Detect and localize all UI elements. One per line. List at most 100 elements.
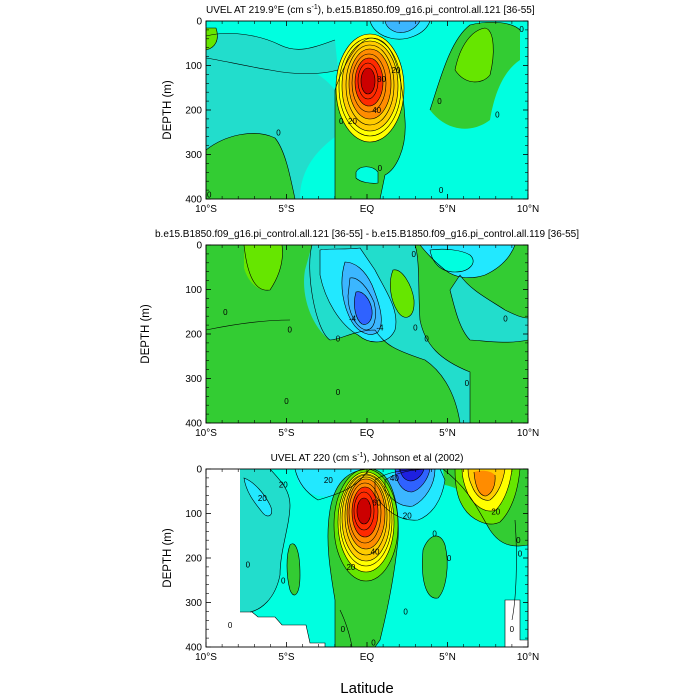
contour-label: 0 <box>516 536 521 545</box>
panel-3-field: 20 20 20 40 60 20 40 20 0 0 0 0 20 0 0 0 0 0 0 0 <box>206 469 528 648</box>
y-tick-label: 300 <box>185 374 202 385</box>
contour-label: 20 <box>279 481 288 490</box>
field-blue-diff <box>354 291 373 325</box>
contour-label: 0 <box>432 530 437 539</box>
panel-3: UVEL AT 220 (cm s-1), Johnson et al (200… <box>162 452 539 663</box>
y-tick-label: 400 <box>185 195 202 206</box>
contour-label: 0 <box>341 625 346 634</box>
x-axis-label: Latitude <box>340 680 393 697</box>
panel-2-title: b.e15.B1850.f09_g16.pi_control.all.121 [… <box>155 229 579 240</box>
contour-label: 0 <box>447 554 452 563</box>
field-green-west <box>287 543 300 595</box>
x-tick-label: 5°S <box>278 204 295 215</box>
field-orange-ne <box>474 470 496 496</box>
contour-label: 0 <box>503 314 508 323</box>
y-tick-label: 200 <box>185 330 202 341</box>
panel-1-ylabel: DEPTH (m) <box>162 80 174 140</box>
obs-core <box>357 498 371 524</box>
field-teal-east <box>450 245 528 343</box>
panel-2-ylabel: DEPTH (m) <box>140 304 152 364</box>
panel-3-title: UVEL AT 220 (cm s-1), Johnson et al (200… <box>271 452 464 464</box>
contour-label: -4 <box>376 323 384 332</box>
x-tick-label: 10°N <box>517 204 539 215</box>
jet-core <box>361 68 375 94</box>
contour-label: 0 <box>228 621 233 630</box>
x-tick-label: EQ <box>360 428 375 439</box>
contour-label: 0 <box>336 334 341 343</box>
contour-label: 0 <box>403 607 408 616</box>
x-tick-label: 10°S <box>195 652 217 663</box>
contour-label: 60 <box>372 498 381 507</box>
contour-label: 0 <box>287 326 292 335</box>
field-cyan-pocket <box>356 166 378 184</box>
contour-label: 20 <box>258 494 267 503</box>
panel-2-axes: 10°S 5°S EQ 5°N 10°N 0 100 200 300 400 <box>185 241 539 440</box>
field-lime-mid <box>390 269 415 318</box>
contour-label: 20 <box>491 507 500 516</box>
field-lime-ne <box>455 28 494 82</box>
y-tick-label: 200 <box>185 106 202 117</box>
x-tick-label: 5°S <box>278 428 295 439</box>
contour-label: 0 <box>223 308 228 317</box>
y-tick-label: 0 <box>196 17 202 28</box>
contour-label: 0 <box>339 117 344 126</box>
contour-label: 0 <box>336 388 341 397</box>
y-tick-label: 100 <box>185 509 202 520</box>
y-tick-label: 100 <box>185 61 202 72</box>
field-aqua-west <box>244 478 272 516</box>
x-tick-label: 10°S <box>195 204 217 215</box>
panel-1-title: UVEL AT 219.9°E (cm s-1), b.e15.B1850.f0… <box>206 4 535 16</box>
contour-label: 0 <box>378 164 383 173</box>
x-tick-label: 10°N <box>517 428 539 439</box>
contour-label: 0 <box>411 250 416 259</box>
panel-1-contour-labels: 0 0 20 80 20 40 0 0 0 0 0 0 <box>207 25 524 200</box>
x-tick-label: 10°N <box>517 652 539 663</box>
panel-2-contour-lines <box>206 245 528 423</box>
contour-label: 0 <box>246 561 251 570</box>
contour-label: 0 <box>465 379 470 388</box>
field-green-sw <box>206 133 295 199</box>
y-tick-label: 300 <box>185 150 202 161</box>
field-teal-band <box>206 33 338 74</box>
contour-label: 20 <box>392 66 401 75</box>
y-tick-label: 400 <box>185 643 202 654</box>
contour-label: 80 <box>377 75 386 84</box>
contour-label: 0 <box>518 550 523 559</box>
panel-3-ylabel: DEPTH (m) <box>162 528 174 588</box>
y-tick-label: 100 <box>185 285 202 296</box>
panel-1-field: 0 0 20 80 20 40 0 0 0 0 0 0 <box>206 21 528 200</box>
field-lime-nw <box>244 245 283 291</box>
x-tick-label: EQ <box>360 204 375 215</box>
contour-label: 0 <box>437 97 442 106</box>
contour-label: 20 <box>348 117 357 126</box>
contour-label: 40 <box>372 106 381 115</box>
contour-label: 0 <box>371 639 376 648</box>
contour-label: -4 <box>349 314 357 323</box>
x-tick-label: 5°N <box>439 652 456 663</box>
x-tick-label: 5°N <box>439 204 456 215</box>
contour-label: 20 <box>346 563 355 572</box>
contour-label: 20 <box>324 476 333 485</box>
contour-label: 0 <box>284 397 289 406</box>
contour-label: 0 <box>495 110 500 119</box>
contour-label: 0 <box>424 334 429 343</box>
x-tick-label: 5°N <box>439 428 456 439</box>
x-tick-label: 10°S <box>195 428 217 439</box>
panel-3-contour-labels: 20 20 20 40 60 20 40 20 0 0 0 0 20 0 0 0 0 0 0 0 <box>228 474 523 648</box>
x-tick-label: EQ <box>360 652 375 663</box>
contour-label: 0 <box>207 191 212 200</box>
field-green-ncc <box>422 535 448 599</box>
contour-label: 40 <box>371 547 380 556</box>
y-tick-label: 300 <box>185 598 202 609</box>
contour-label: 0 <box>439 186 444 195</box>
contour-label: 0 <box>510 625 515 634</box>
contour-label: 20 <box>403 512 412 521</box>
y-tick-label: 200 <box>185 554 202 565</box>
field-teal-west <box>240 469 290 612</box>
y-tick-label: 0 <box>196 465 202 476</box>
y-tick-label: 0 <box>196 241 202 252</box>
contour-label: 0 <box>281 576 286 585</box>
